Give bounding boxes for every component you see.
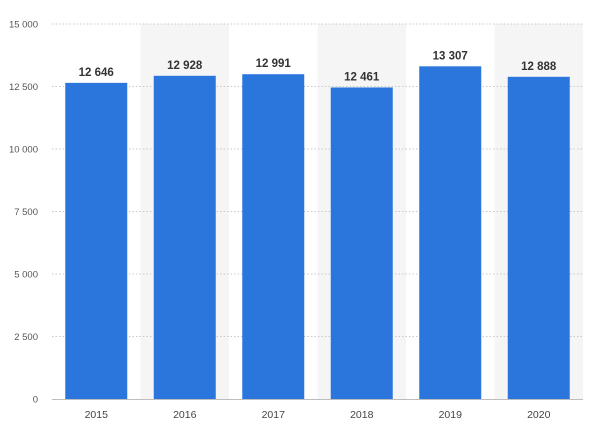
data-label-2019: 13 307	[433, 50, 468, 62]
data-label-2020: 12 888	[521, 61, 557, 73]
bar-2018[interactable]	[330, 87, 393, 399]
y-tick-label: 10 000	[9, 145, 38, 156]
x-tick-label: 2019	[439, 409, 463, 421]
x-tick-label: 2017	[262, 409, 286, 421]
x-tick-label: 2018	[350, 409, 374, 421]
y-tick-label: 0	[33, 395, 38, 406]
data-label-2015: 12 646	[79, 67, 114, 79]
x-tick-label: 2020	[527, 409, 551, 421]
bar-2019[interactable]	[419, 66, 482, 399]
bar-2017[interactable]	[242, 74, 305, 399]
y-tick-label: 15 000	[9, 20, 38, 31]
bars	[65, 66, 570, 400]
x-tick-label: 2016	[173, 409, 197, 421]
y-axis: 0 2 500 5 000 7 500 10 000 12 500 15 000	[9, 20, 38, 406]
data-labels: 12 646 12 928 12 991 12 461 13 307 12 888	[79, 50, 557, 83]
gridlines	[52, 23, 583, 337]
data-label-2018: 12 461	[344, 71, 380, 83]
x-axis: 2015 2016 2017 2018 2019 2020	[52, 399, 583, 421]
y-tick-label: 12 500	[9, 82, 38, 93]
bar-2016[interactable]	[153, 75, 216, 400]
bar-2020[interactable]	[507, 76, 570, 400]
y-tick-label: 2 500	[14, 332, 38, 343]
data-label-2016: 12 928	[167, 60, 203, 72]
bar-2015[interactable]	[65, 82, 128, 399]
y-tick-label: 7 500	[14, 207, 38, 218]
y-tick-label: 5 000	[14, 270, 38, 281]
data-label-2017: 12 991	[256, 58, 292, 70]
x-tick-label: 2015	[85, 409, 109, 421]
